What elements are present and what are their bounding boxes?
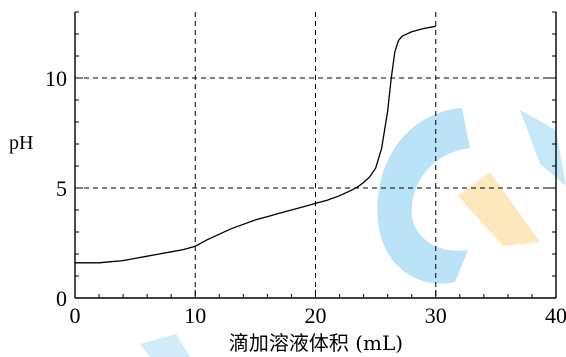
y-tick-label: 5 <box>56 176 67 201</box>
watermark-tail <box>520 110 566 186</box>
x-tick-label: 30 <box>425 303 447 328</box>
x-tick-label: 0 <box>70 303 81 328</box>
ticks <box>74 11 557 299</box>
grid <box>75 12 556 298</box>
x-tick-label: 40 <box>545 303 566 328</box>
tick-labels: 0 10 20 30 40 0 5 10 <box>45 66 566 328</box>
watermark <box>140 108 566 357</box>
x-tick-label: 20 <box>305 303 327 328</box>
x-axis-title: 滴加溶液体积 (mL) <box>229 331 403 355</box>
watermark-accent <box>458 172 540 246</box>
series-line <box>75 25 436 264</box>
y-tick-label: 0 <box>56 286 67 311</box>
x-tick-label: 10 <box>184 303 206 328</box>
watermark-mark-bottom <box>140 334 190 357</box>
y-axis-title: pH <box>9 132 33 154</box>
y-tick-label: 10 <box>45 66 67 91</box>
watermark-swirl <box>377 108 470 284</box>
